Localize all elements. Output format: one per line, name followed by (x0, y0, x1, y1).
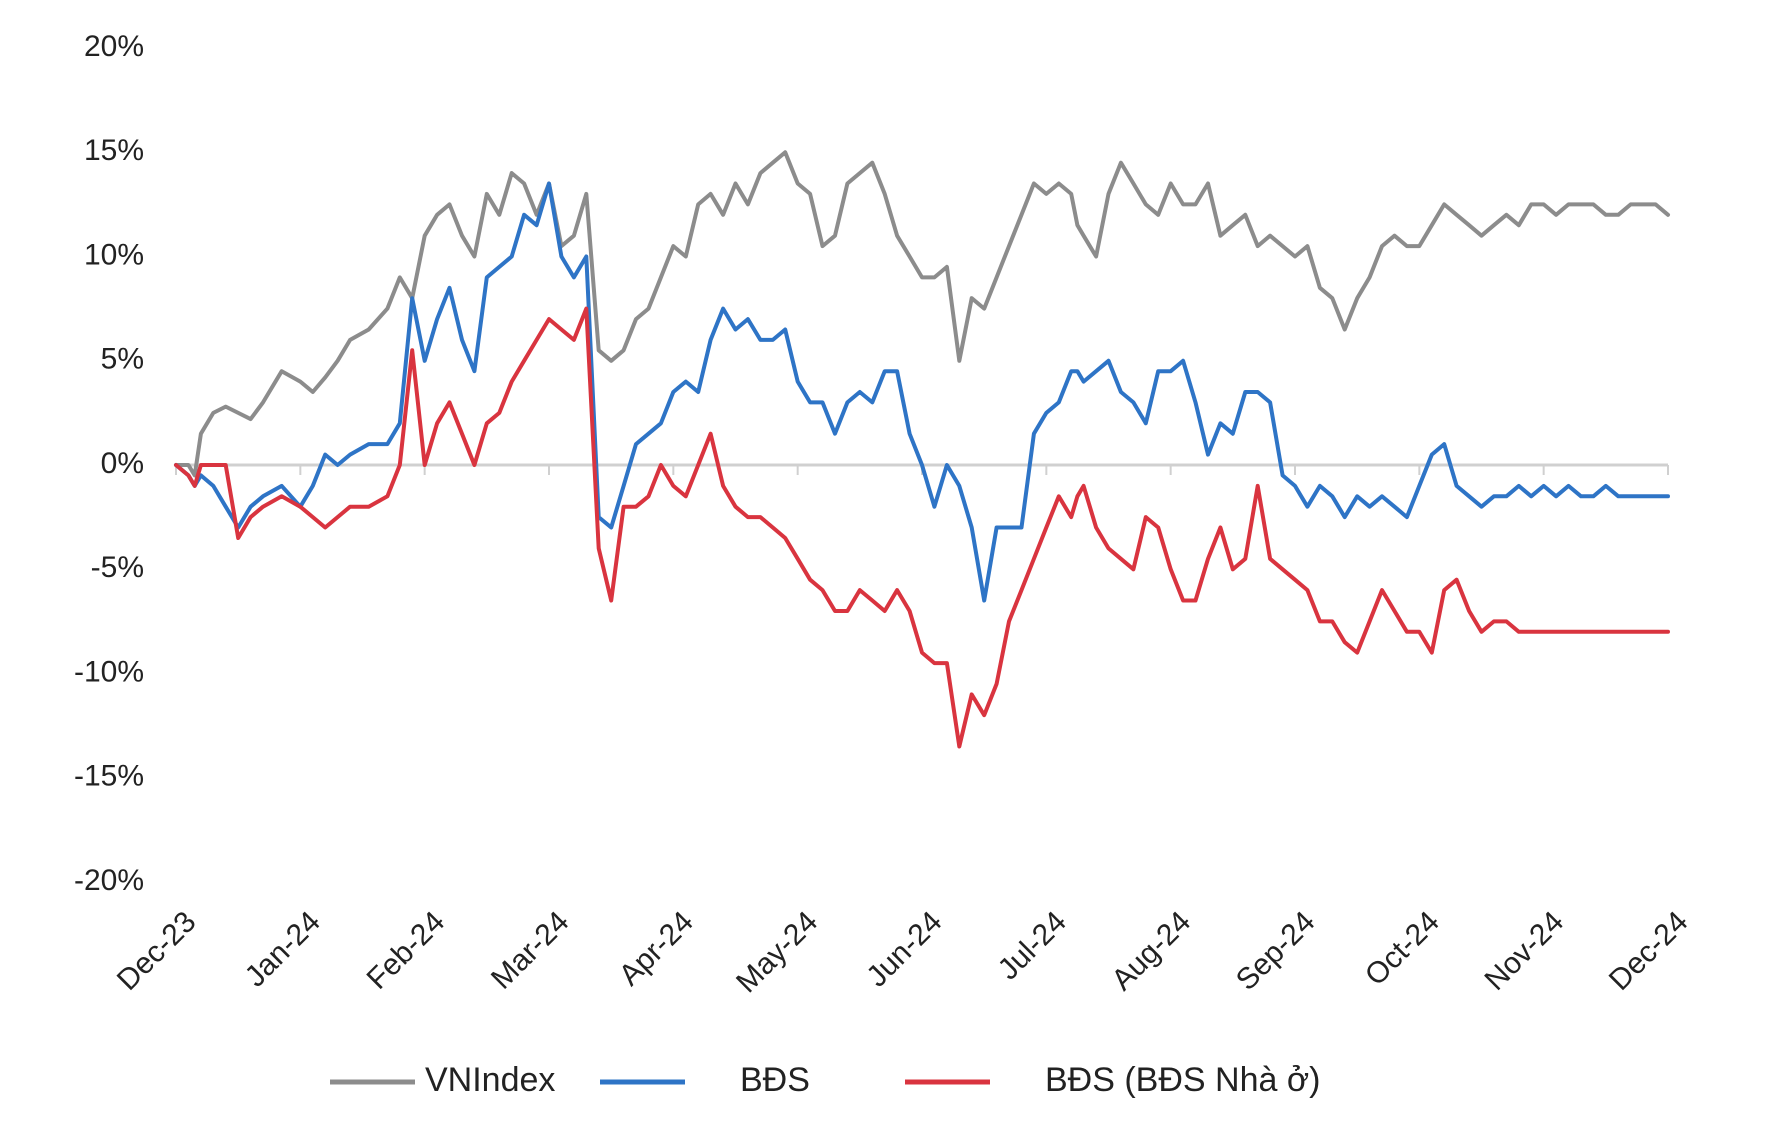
series-lines (174, 150, 1670, 749)
legend-item-bds-nha-o: BĐS (BĐS Nhà ở) (905, 1061, 1320, 1099)
y-tick-label: -20% (74, 864, 144, 897)
x-tick-label: Dec-23 (111, 905, 203, 997)
legend: VNIndex BĐS BĐS (BĐS Nhà ở) (330, 1061, 1320, 1099)
x-tick-label: May-24 (730, 905, 824, 999)
y-tick-label: -10% (74, 655, 144, 688)
x-tick-label: Jan-24 (239, 905, 327, 993)
y-tick-label: 5% (101, 343, 144, 376)
x-tick-label: Oct-24 (1359, 905, 1446, 992)
y-tick-label: 0% (101, 447, 144, 480)
x-tick-label: Apr-24 (613, 905, 700, 992)
legend-label-bds-nha-o: BĐS (BĐS Nhà ở) (1045, 1061, 1320, 1099)
legend-label-bds: BĐS (740, 1061, 810, 1099)
x-tick-label: Feb-24 (361, 905, 452, 996)
y-axis: 20% 15% 10% 5% 0% -5% -10% -15% -20% (74, 30, 144, 897)
y-tick-label: 15% (84, 134, 144, 167)
x-tick-label: Sep-24 (1230, 905, 1322, 997)
y-tick-label: 20% (84, 30, 144, 63)
x-tick-label: Jun-24 (860, 905, 948, 993)
y-tick-label: -5% (91, 551, 144, 584)
y-tick-label: -15% (74, 760, 144, 793)
legend-item-bds: BĐS (600, 1061, 810, 1099)
legend-item-vnindex: VNIndex (330, 1061, 555, 1099)
x-tick-label: Dec-24 (1603, 905, 1695, 997)
y-tick-label: 10% (84, 238, 144, 271)
x-tick-label: Aug-24 (1105, 905, 1197, 997)
series-line-0 (174, 150, 1670, 478)
series-line-1 (174, 181, 1670, 603)
x-tick-label: Nov-24 (1478, 905, 1570, 997)
series-line-2 (174, 306, 1670, 749)
x-axis: Dec-23 Jan-24 Feb-24 Mar-24 Apr-24 May-24 Jun-… (111, 905, 1695, 999)
legend-label-vnindex: VNIndex (425, 1061, 555, 1099)
x-tick-label: Jul-24 (992, 905, 1073, 986)
x-tick-label: Mar-24 (485, 905, 576, 996)
